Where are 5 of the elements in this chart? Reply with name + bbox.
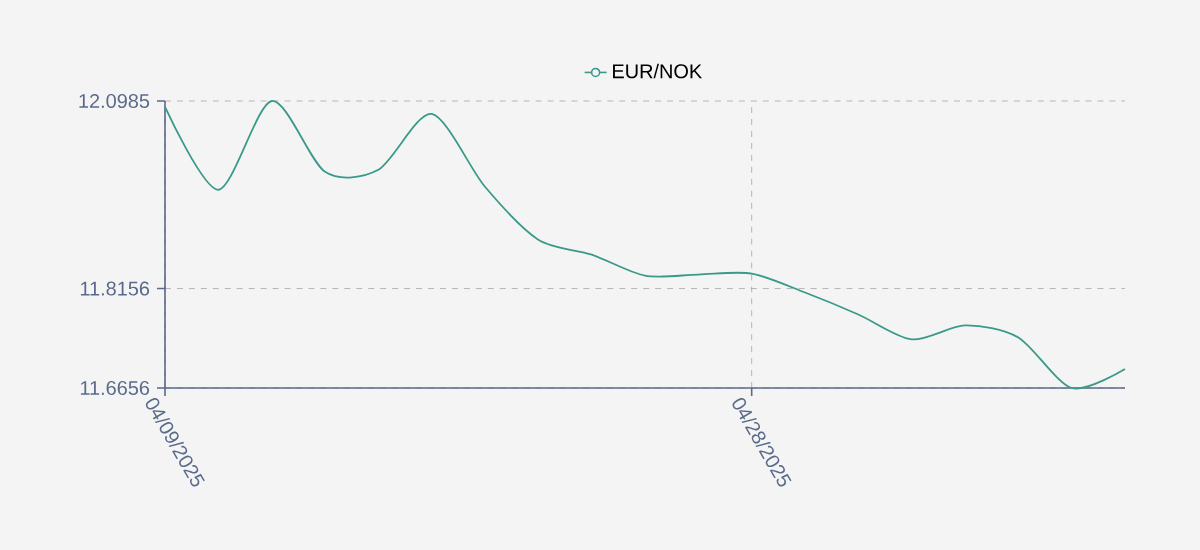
y-tick-label: 11.6656 [80,380,150,396]
y-tick-label: 12.0985 [79,93,150,109]
legend-label: EUR/NOK [613,63,702,79]
line-series [164,100,1126,390]
y-tick-label: 11.8156 [80,281,150,296]
